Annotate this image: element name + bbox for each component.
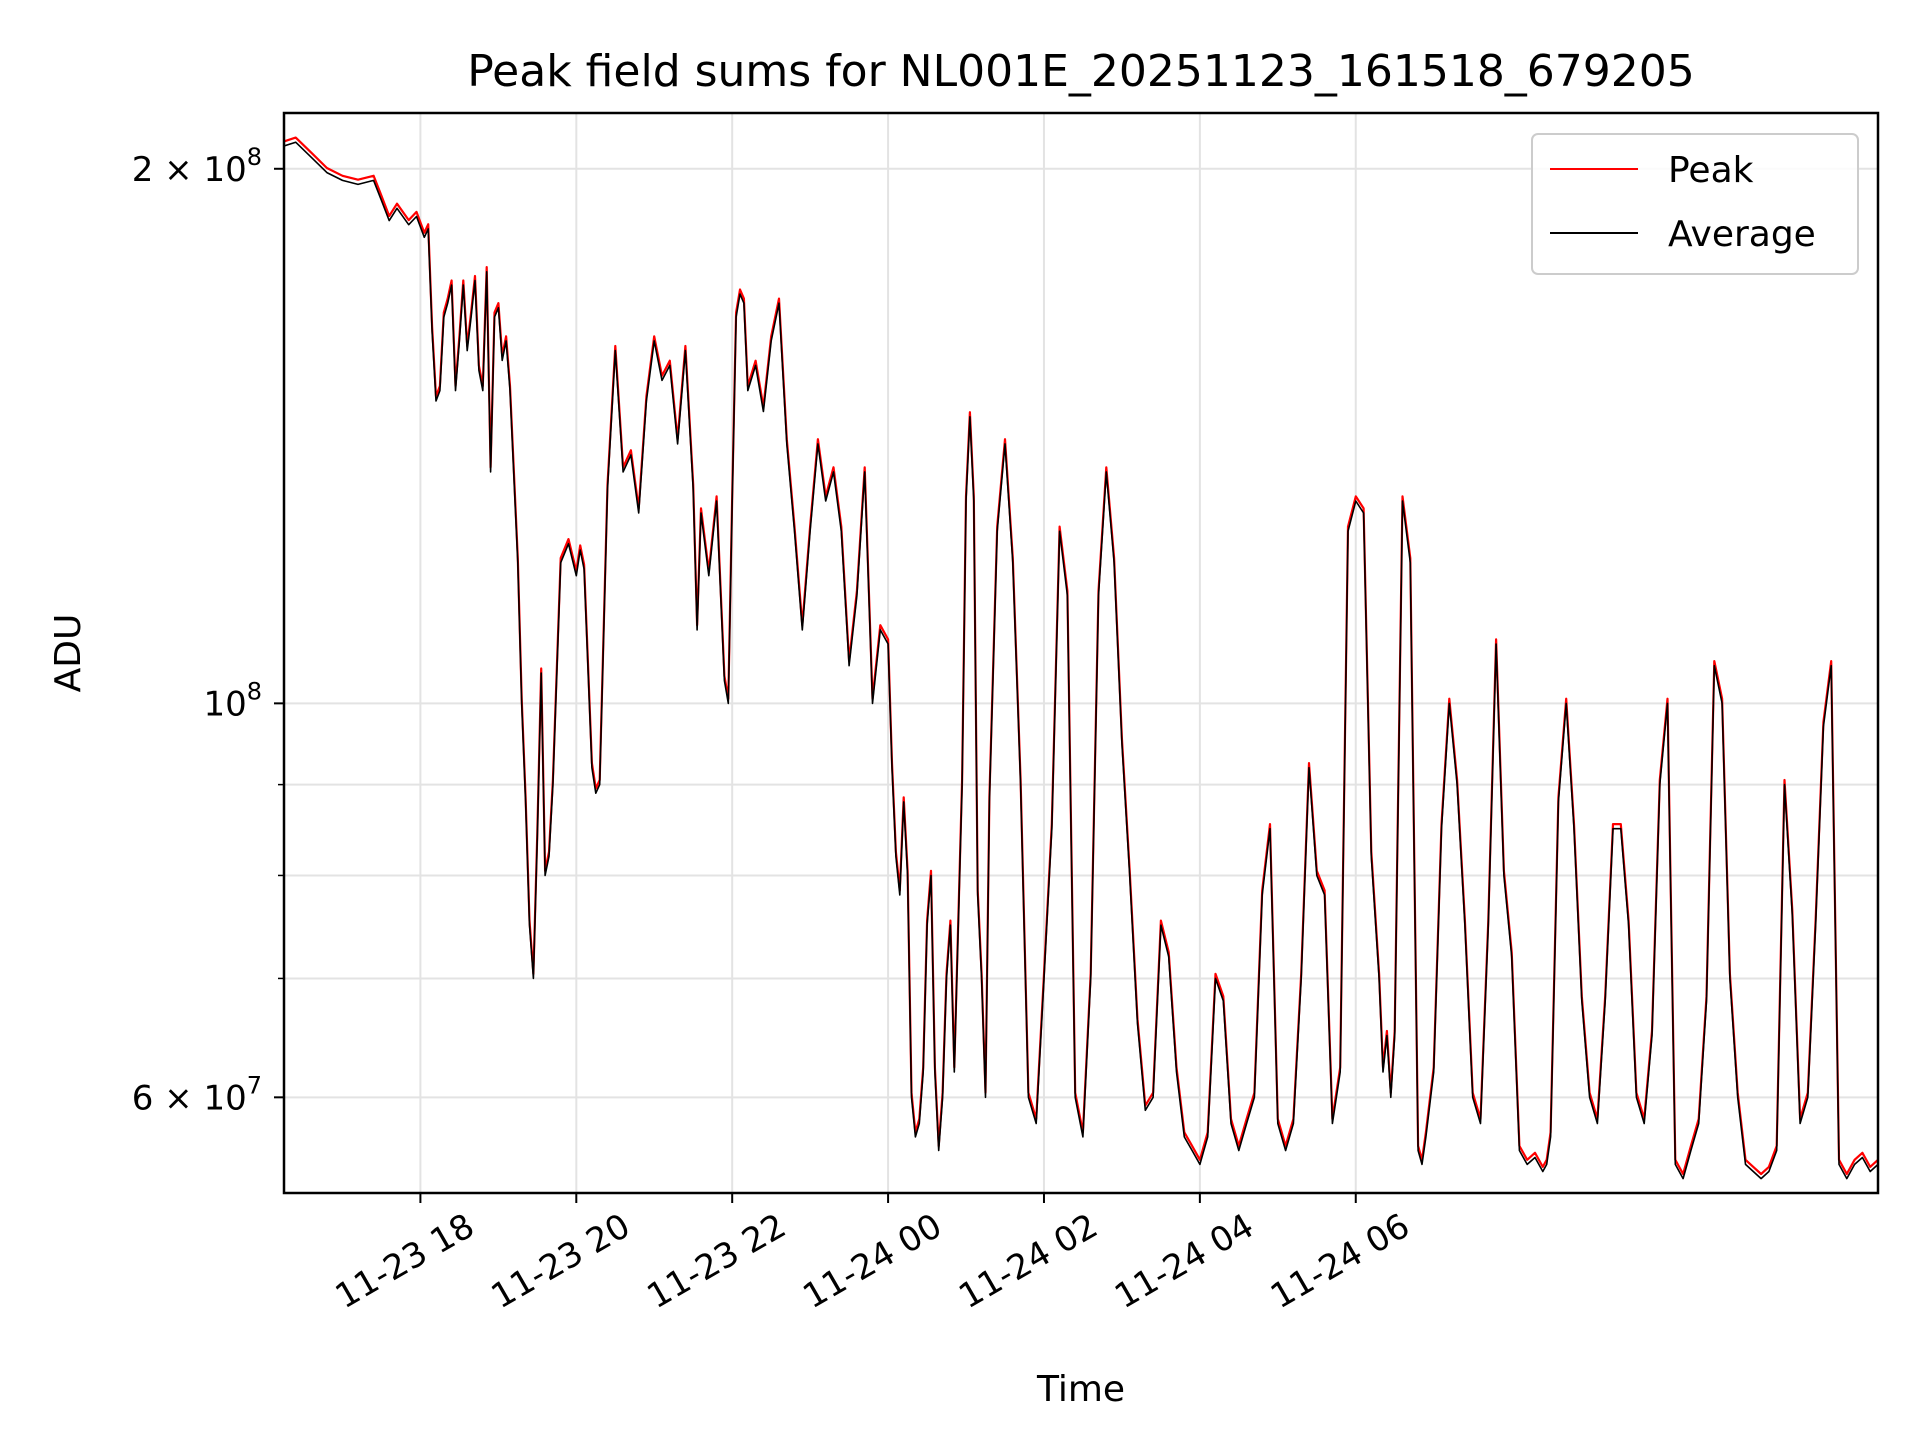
y-tick-label-base: 10 xyxy=(203,684,246,724)
legend: Peak Average xyxy=(1531,133,1859,275)
grid xyxy=(284,113,1878,1193)
series-line-average xyxy=(284,141,1878,1180)
legend-label-peak: Peak xyxy=(1668,150,1754,191)
y-axis-title: ADU xyxy=(48,614,89,693)
y-tick-label: 6 × 107 xyxy=(132,1071,262,1118)
chart-title: Peak field sums for NL001E_20251123_1615… xyxy=(467,46,1695,97)
y-tick-label-exponent: 8 xyxy=(247,143,262,171)
legend-label-average: Average xyxy=(1668,214,1816,255)
y-tick-label: 2 × 108 xyxy=(132,143,262,190)
plot-frame xyxy=(282,111,1880,1195)
y-tick-label-exponent: 7 xyxy=(247,1071,262,1099)
y-tick-label: 108 xyxy=(203,677,262,724)
x-axis-title: Time xyxy=(1036,1369,1125,1410)
y-tick-label-exponent: 8 xyxy=(247,677,262,705)
series-line-peak xyxy=(284,136,1878,1176)
y-tick-label-base: 6 × 10 xyxy=(132,1078,247,1118)
y-tick-label-base: 2 × 10 xyxy=(132,150,247,190)
series-layer xyxy=(284,136,1878,1180)
